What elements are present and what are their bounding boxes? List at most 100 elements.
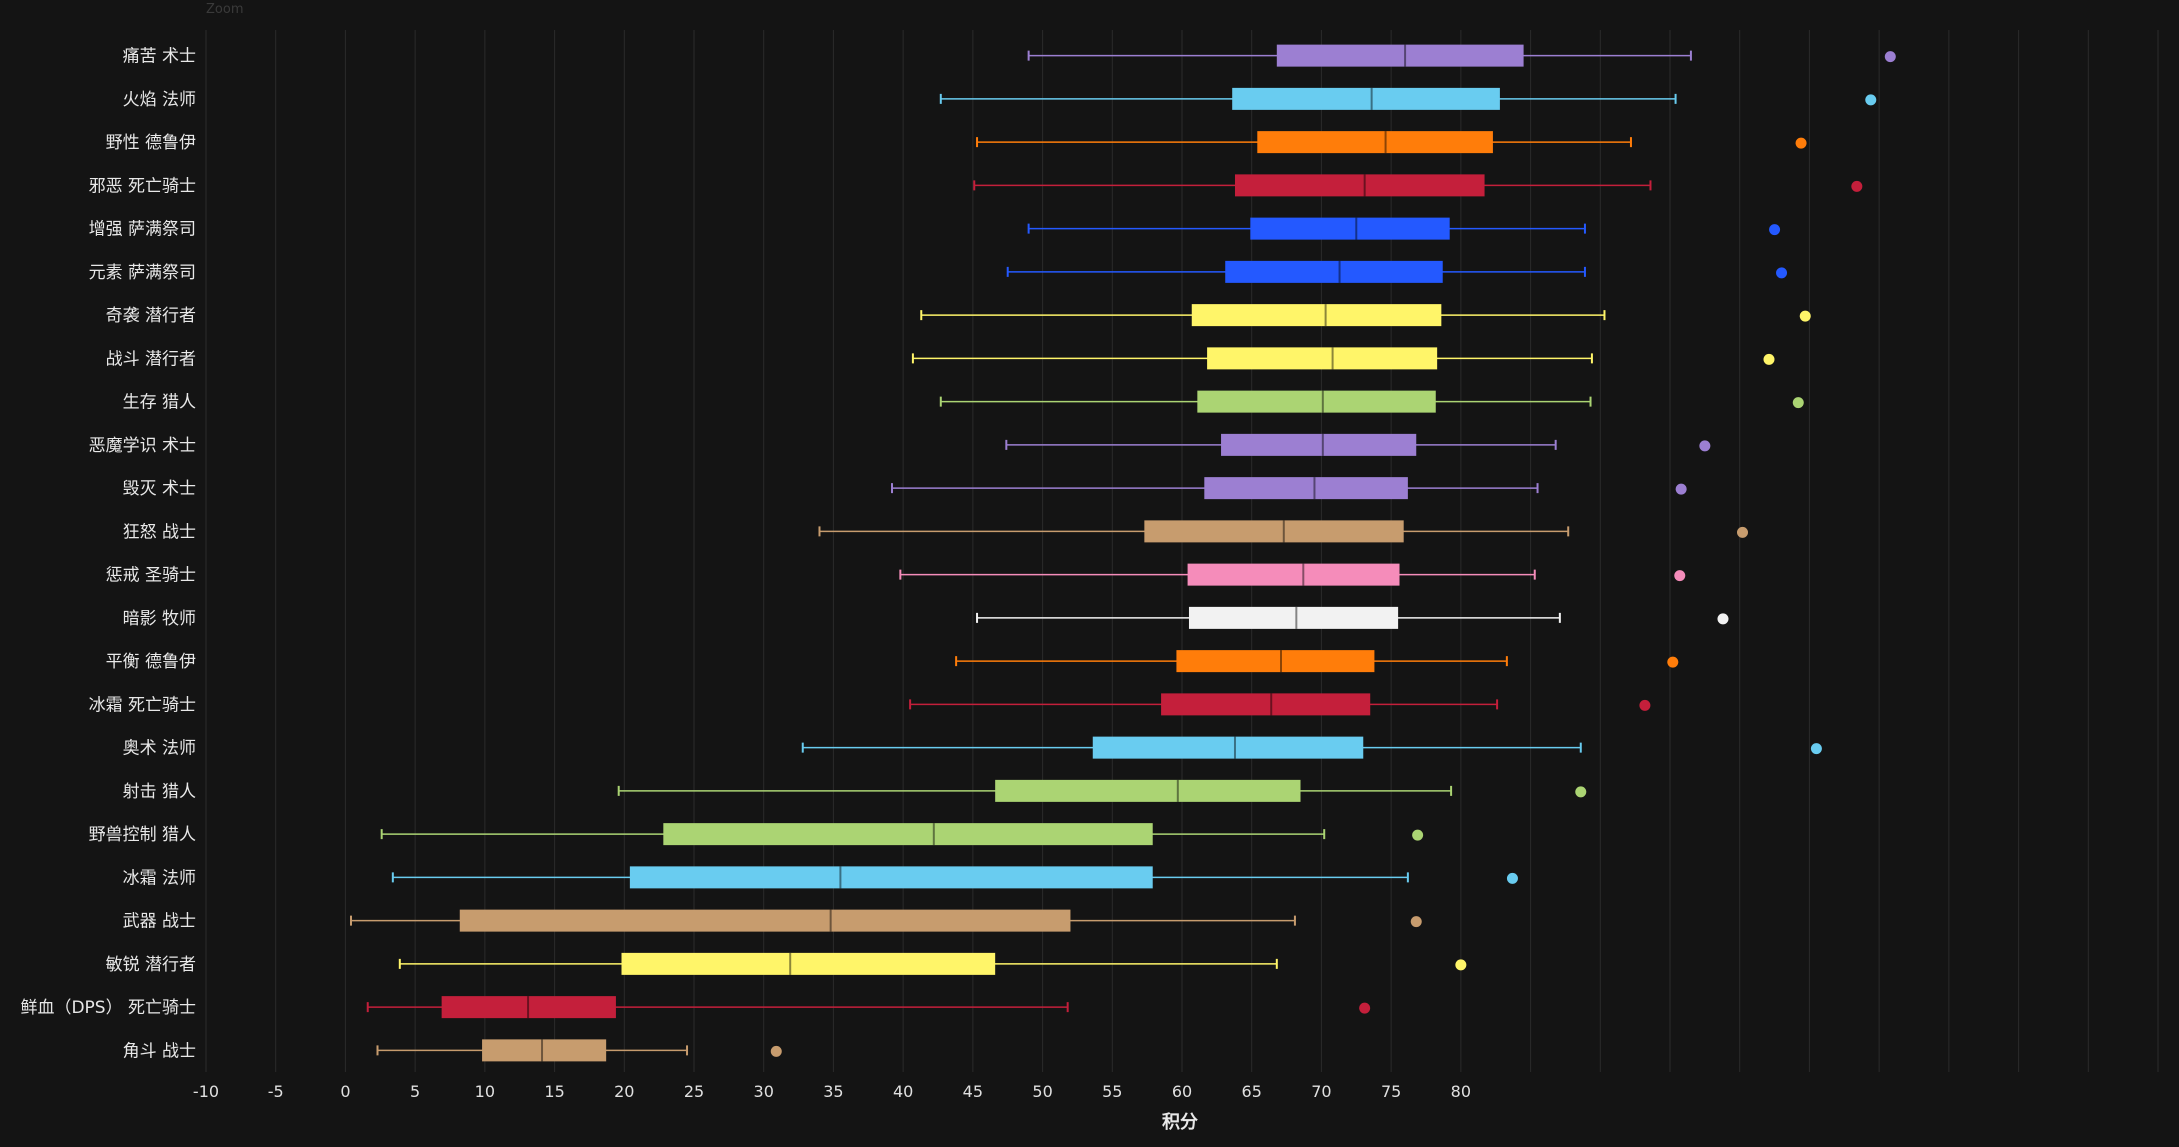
box-iqr: [1144, 520, 1404, 543]
box-iqr: [1207, 347, 1438, 370]
box-iqr: [1225, 260, 1443, 283]
category-label: 火焰 法师: [123, 90, 196, 110]
series-row: 暗影 牧师: [123, 606, 1729, 629]
series-row: 冰霜 法师: [123, 866, 1518, 889]
outlier-point: [1675, 483, 1687, 495]
category-label: 战斗 潜行者: [106, 349, 196, 369]
series-row: 奥术 法师: [123, 736, 1822, 759]
box-iqr: [629, 866, 1153, 889]
x-tick-label: 70: [1311, 1082, 1331, 1101]
x-tick-label: 75: [1381, 1082, 1401, 1101]
outlier-point: [1763, 353, 1775, 365]
outlier-point: [1506, 872, 1518, 884]
series-row: 野兽控制 猎人: [89, 823, 1424, 846]
series-row: 生存 猎人: [123, 390, 1804, 413]
box-iqr: [459, 909, 1071, 932]
category-label: 角斗 战士: [123, 1041, 196, 1061]
outlier-point: [1851, 180, 1863, 192]
category-label: 野性 德鲁伊: [106, 133, 196, 153]
series-row: 鲜血（DPS） 死亡骑士: [20, 996, 1371, 1019]
outlier-point: [1667, 656, 1679, 668]
box-iqr: [1161, 693, 1371, 716]
box-iqr: [1197, 390, 1436, 413]
series-row: 战斗 潜行者: [106, 347, 1775, 370]
series-row: 平衡 德鲁伊: [106, 650, 1679, 673]
category-label: 邪恶 死亡骑士: [89, 176, 196, 196]
outlier-point: [1717, 613, 1729, 625]
outlier-point: [1799, 310, 1811, 322]
outlier-point: [1699, 440, 1711, 452]
box-iqr: [1204, 477, 1408, 500]
box-iqr: [1250, 217, 1450, 240]
series-row: 冰霜 死亡骑士: [89, 693, 1651, 716]
outlier-point: [1674, 570, 1686, 582]
category-label: 武器 战士: [123, 912, 196, 932]
x-tick-label: 35: [823, 1082, 843, 1101]
category-label: 鲜血（DPS） 死亡骑士: [20, 998, 196, 1018]
x-tick-label: 10: [475, 1082, 495, 1101]
outlier-point: [770, 1045, 782, 1057]
box-iqr: [1221, 433, 1417, 456]
box-iqr: [482, 1039, 607, 1062]
series-row: 射击 猎人: [123, 779, 1587, 802]
x-tick-label: 25: [684, 1082, 704, 1101]
outlier-point: [1455, 959, 1467, 971]
series-row: 毁灭 术士: [123, 477, 1687, 500]
outlier-point: [1792, 397, 1804, 409]
x-tick-label: 20: [614, 1082, 634, 1101]
box-iqr: [995, 779, 1301, 802]
category-label: 敏锐 潜行者: [106, 955, 196, 975]
x-tick-label: 80: [1451, 1082, 1471, 1101]
box-iqr: [1188, 606, 1399, 629]
x-tick-label: 50: [1032, 1082, 1052, 1101]
outlier-point: [1410, 916, 1422, 928]
category-label: 惩戒 圣骑士: [106, 566, 196, 586]
box-iqr: [1176, 650, 1375, 673]
series-row: 奇袭 潜行者: [106, 304, 1811, 327]
outlier-point: [1810, 743, 1822, 755]
x-tick-label: 60: [1172, 1082, 1192, 1101]
x-tick-label: 45: [963, 1082, 983, 1101]
series-row: 恶魔学识 术士: [89, 433, 1711, 456]
series-row: 元素 萨满祭司: [89, 260, 1788, 283]
outlier-point: [1795, 137, 1807, 149]
category-label: 元素 萨满祭司: [89, 263, 196, 283]
x-tick-label: 30: [754, 1082, 774, 1101]
category-label: 毁灭 术士: [123, 479, 196, 499]
category-label: 狂怒 战士: [123, 522, 196, 542]
box-iqr: [621, 952, 996, 975]
category-label: 平衡 德鲁伊: [106, 652, 196, 672]
series-row: 野性 德鲁伊: [106, 131, 1807, 154]
series-row: 角斗 战士: [123, 1039, 782, 1062]
grid-layer: [205, 30, 2159, 1072]
x-tick-label: -5: [268, 1082, 284, 1101]
x-axis-title: 积分: [1162, 1112, 1198, 1133]
outlier-point: [1884, 51, 1896, 63]
category-label: 生存 猎人: [123, 393, 196, 413]
category-label: 奇袭 潜行者: [106, 306, 196, 326]
series-row: 增强 萨满祭司: [89, 217, 1781, 240]
category-label: 恶魔学识 术士: [89, 436, 196, 456]
box-iqr: [441, 996, 616, 1019]
x-tick-label: 65: [1242, 1082, 1262, 1101]
x-tick-label: 15: [544, 1082, 564, 1101]
outlier-point: [1639, 699, 1651, 711]
outlier-point: [1412, 829, 1424, 841]
category-label: 奥术 法师: [123, 739, 196, 759]
axis-layer: -10 -5 0 5 10 15 20 25 30 35 40 45 50 55 60 65 70 75 80: [193, 1082, 1471, 1101]
box-iqr: [1232, 87, 1500, 110]
category-label: 增强 萨满祭司: [89, 220, 196, 240]
zoom-label[interactable]: Zoom: [206, 2, 244, 17]
outlier-point: [1769, 224, 1781, 236]
x-tick-label: 0: [340, 1082, 350, 1101]
outlier-point: [1865, 94, 1877, 106]
series-row: 火焰 法师: [123, 87, 1877, 110]
x-tick-label: 40: [893, 1082, 913, 1101]
outlier-point: [1359, 1002, 1371, 1014]
x-tick-label: 55: [1102, 1082, 1122, 1101]
outlier-point: [1737, 526, 1749, 538]
x-tick-label: -10: [193, 1082, 219, 1101]
series-row: 武器 战士: [123, 909, 1422, 932]
